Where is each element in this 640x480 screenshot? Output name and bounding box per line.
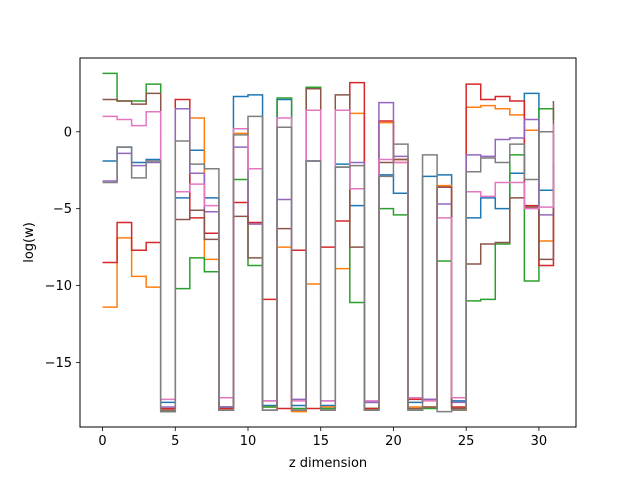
axes-frame [79,57,577,428]
x-tick-label: 25 [458,434,475,449]
x-tick-label: 5 [171,434,179,449]
series-line-4 [102,81,555,410]
x-tick-label: 30 [531,434,548,449]
series-line-7 [102,109,555,402]
y-tick-label: −15 [45,356,72,371]
x-tick-label: 20 [385,434,402,449]
y-tick-label: 0 [64,125,72,140]
x-tick-label: 0 [98,434,106,449]
x-axis-label: z dimension [289,456,367,471]
plot-series [102,72,555,413]
y-axis-label: log(w) [22,222,37,263]
x-tick-label: 15 [312,434,329,449]
x-tick-label: 10 [240,434,257,449]
y-axis-ticks: −15 −10 −5 0 [45,125,80,371]
y-tick-label: −5 [53,202,72,217]
x-axis-ticks: 0 5 10 15 20 25 30 [98,427,547,449]
series-line-8 [102,115,554,413]
y-tick-label: −10 [45,279,72,294]
